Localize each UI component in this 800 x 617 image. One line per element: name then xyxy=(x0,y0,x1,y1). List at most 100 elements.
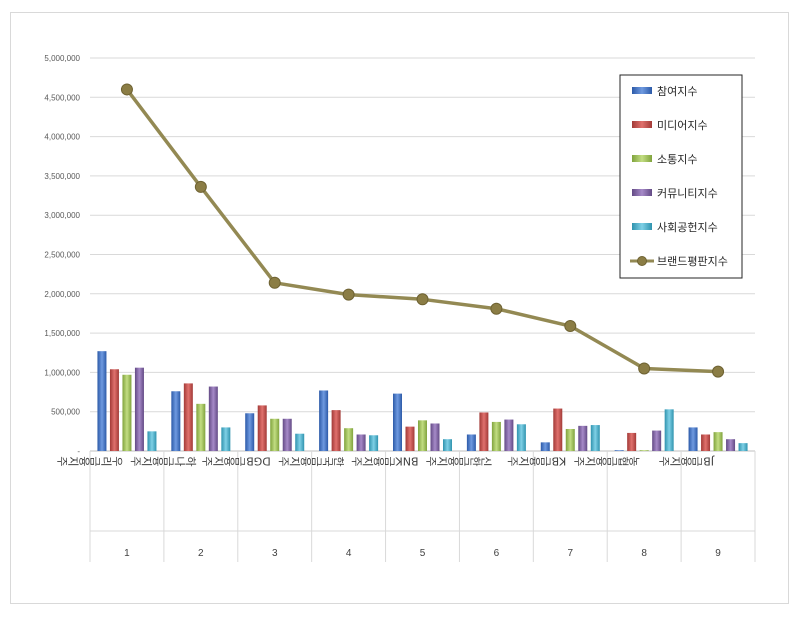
bar-미디어지수 xyxy=(183,383,193,451)
y-tick-label: 5,000,000 xyxy=(44,54,80,63)
line-point xyxy=(268,276,281,289)
bar-사회공헌지수 xyxy=(221,427,231,451)
bar-사회공헌지수 xyxy=(147,431,157,451)
rank-label: 4 xyxy=(346,548,352,559)
category-label: JB금융지주 xyxy=(659,455,715,468)
y-tick-label: 2,000,000 xyxy=(44,290,80,299)
category-label: 농협금융지주 xyxy=(574,455,640,468)
line-point xyxy=(712,365,725,378)
bar-커뮤니티지수 xyxy=(430,423,440,451)
category-label: 한국금융지주 xyxy=(279,455,345,468)
bar-소통지수 xyxy=(344,428,354,451)
legend-label: 소통지수 xyxy=(657,153,697,166)
category-label: 우리금융지주 xyxy=(57,455,123,468)
y-tick-label: - xyxy=(77,447,80,456)
line-point xyxy=(194,180,207,193)
bar-소통지수 xyxy=(713,432,723,451)
rank-label: 6 xyxy=(494,548,500,559)
rank-label: 7 xyxy=(567,548,573,559)
bar-참여지수 xyxy=(171,391,181,451)
bar-미디어지수 xyxy=(553,408,563,451)
legend-swatch xyxy=(632,223,652,230)
x-axis: 우리금융지주 1 하나금융지주 2 DGB금융지주 3 한국금융지주 4 BNK금융지주 5 신한금… xyxy=(57,451,756,562)
legend-label: 커뮤니티지수 xyxy=(657,187,718,200)
y-tick-label: 2,500,000 xyxy=(44,251,80,260)
bar-참여지수 xyxy=(688,427,698,451)
y-tick-label: 3,000,000 xyxy=(44,211,80,220)
legend-swatch xyxy=(632,155,652,162)
y-axis-ticks: - 500,000 1,000,000 1,500,000 2,000,000 2,500… xyxy=(44,54,80,456)
legend-swatch xyxy=(632,121,652,128)
bar-커뮤니티지수 xyxy=(356,434,366,451)
line-point xyxy=(342,288,355,301)
rank-label: 3 xyxy=(272,548,278,559)
y-tick-label: 4,000,000 xyxy=(44,133,80,142)
bar-소통지수 xyxy=(565,428,575,451)
category-label: KB금융지주 xyxy=(508,455,567,468)
bar-소통지수 xyxy=(491,421,501,451)
y-tick-label: 500,000 xyxy=(51,408,80,417)
bar-커뮤니티지수 xyxy=(208,386,218,451)
bar-사회공헌지수 xyxy=(295,433,305,451)
bar-사회공헌지수 xyxy=(443,439,452,451)
rank-label: 8 xyxy=(641,548,647,559)
bar-커뮤니티지수 xyxy=(578,425,588,451)
bar-참여지수 xyxy=(393,393,402,451)
bar-미디어지수 xyxy=(627,432,637,451)
legend-swatch-marker xyxy=(637,256,647,266)
line-point xyxy=(120,83,133,96)
legend-label: 참여지수 xyxy=(657,85,697,98)
rank-label: 9 xyxy=(715,548,721,559)
bar-사회공헌지수 xyxy=(664,409,674,451)
bars xyxy=(97,351,748,451)
line-point xyxy=(490,302,503,315)
bar-참여지수 xyxy=(97,351,107,451)
bar-미디어지수 xyxy=(701,434,711,451)
bar-사회공헌지수 xyxy=(590,425,600,451)
bar-소통지수 xyxy=(196,403,206,451)
legend-label: 브랜드평판지수 xyxy=(657,255,728,268)
legend-swatch xyxy=(632,87,652,94)
bar-미디어지수 xyxy=(331,410,341,451)
bar-커뮤니티지수 xyxy=(504,419,514,451)
bar-커뮤니티지수 xyxy=(726,439,736,451)
rank-label: 1 xyxy=(124,548,130,559)
bar-소통지수 xyxy=(122,374,132,451)
line-point xyxy=(564,320,577,333)
bar-커뮤니티지수 xyxy=(134,367,144,451)
bar-사회공헌지수 xyxy=(369,435,379,451)
y-tick-label: 3,500,000 xyxy=(44,172,80,181)
category-label: BNK금융지주 xyxy=(352,455,419,468)
legend-swatch xyxy=(632,189,652,196)
y-tick-label: 1,000,000 xyxy=(44,368,80,377)
legend-label: 사회공헌지수 xyxy=(657,221,718,234)
line-point xyxy=(416,293,429,306)
bar-사회공헌지수 xyxy=(738,443,748,451)
legend-label: 미디어지수 xyxy=(657,119,708,132)
category-label: 신한금융지주 xyxy=(426,455,492,468)
line-point xyxy=(638,362,651,375)
bar-소통지수 xyxy=(639,450,649,451)
bar-커뮤니티지수 xyxy=(282,418,292,451)
bar-미디어지수 xyxy=(109,369,119,451)
bar-미디어지수 xyxy=(479,412,489,451)
bar-소통지수 xyxy=(418,420,427,451)
bar-사회공헌지수 xyxy=(516,424,526,451)
category-label: 하나금융지주 xyxy=(131,455,198,468)
bar-참여지수 xyxy=(319,390,329,451)
legend-box xyxy=(619,74,743,279)
y-tick-label: 4,500,000 xyxy=(44,93,80,102)
brand-reputation-line xyxy=(120,83,725,378)
bar-참여지수 xyxy=(614,450,624,451)
bar-소통지수 xyxy=(270,418,280,451)
bar-참여지수 xyxy=(466,434,476,451)
bar-참여지수 xyxy=(540,442,550,451)
y-tick-label: 1,500,000 xyxy=(44,329,80,338)
category-label: DGB금융지주 xyxy=(202,455,271,468)
bar-커뮤니티지수 xyxy=(652,430,662,451)
bar-참여지수 xyxy=(245,413,255,451)
bar-미디어지수 xyxy=(405,426,415,451)
rank-label: 2 xyxy=(198,548,204,559)
